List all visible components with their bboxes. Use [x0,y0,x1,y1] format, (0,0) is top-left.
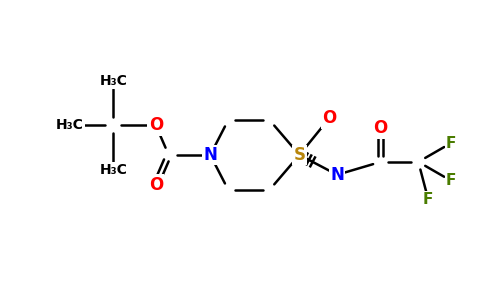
Text: H₃C: H₃C [99,163,127,177]
Text: N: N [330,166,344,184]
Text: H₃C: H₃C [99,74,127,88]
Text: O: O [322,109,336,127]
Text: S: S [293,146,305,164]
Text: O: O [149,116,163,134]
Text: F: F [446,173,456,188]
Text: N: N [203,146,217,164]
Text: O: O [149,176,163,194]
Text: O: O [374,119,388,137]
Text: F: F [446,136,456,151]
Text: H₃C: H₃C [56,118,84,132]
Text: F: F [423,192,434,207]
